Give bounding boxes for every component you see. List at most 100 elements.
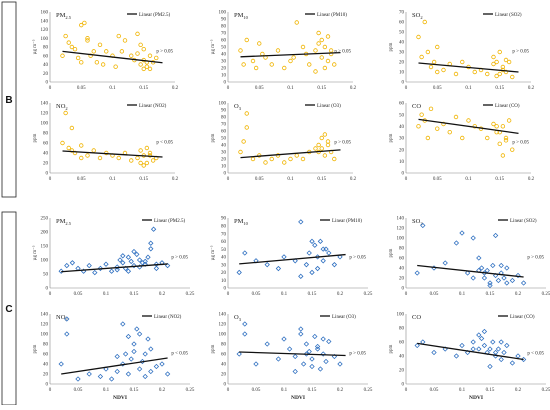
y-tick-label: 0 <box>46 383 49 388</box>
y-axis-label: ppm <box>211 133 216 142</box>
x-tick-label: 0.15 <box>308 292 317 297</box>
legend-label: Linear (PM2.5) <box>139 13 170 18</box>
data-point <box>428 64 434 70</box>
chart-title-sub: 10 <box>243 221 248 226</box>
data-point <box>515 353 521 359</box>
data-point <box>504 280 510 286</box>
data-point <box>314 254 321 260</box>
data-point <box>422 19 427 25</box>
data-point <box>138 148 143 153</box>
data-point <box>306 250 312 256</box>
y-tick-label: 20 <box>221 67 227 72</box>
x-tick-label: 0.15 <box>486 388 495 393</box>
x-tick-label: 0.1 <box>459 292 466 297</box>
chart-title: PM2.5 <box>56 218 72 226</box>
data-point <box>298 219 304 225</box>
data-point <box>131 341 137 347</box>
data-point <box>476 346 482 352</box>
x-tick-label: 0.15 <box>139 86 148 91</box>
x-axis-label: NDVI <box>113 395 127 401</box>
x-tick-label: 0 <box>405 177 408 182</box>
chart-title: CO <box>412 314 421 321</box>
chart-title-sub: 2 <box>65 317 67 322</box>
chart-title-main: PM <box>56 218 66 225</box>
x-tick-label: 0.15 <box>486 292 495 297</box>
y-axis-label: µg m⁻³ <box>32 245 38 260</box>
data-point <box>135 155 140 161</box>
data-point <box>470 275 476 281</box>
chart-title: CO <box>412 103 421 110</box>
y-tick-label: 120 <box>397 227 405 232</box>
x-tick-label: 0 <box>49 86 52 91</box>
data-point <box>319 37 324 43</box>
data-point <box>135 31 140 37</box>
x-tick-label: 0.05 <box>77 86 86 91</box>
trend-line <box>61 263 168 273</box>
data-point <box>481 342 488 349</box>
data-point <box>510 74 515 80</box>
legend-label: Linear (SO2) <box>510 219 537 224</box>
data-point <box>134 326 140 332</box>
p-value-label: p > 0.05 <box>334 141 351 146</box>
y-tick-label: 80 <box>43 132 49 137</box>
y-axis-label: µg m⁻³ <box>210 39 216 54</box>
data-point <box>313 69 318 74</box>
y-tick-label: 90 <box>221 109 227 114</box>
data-point <box>313 146 318 151</box>
y-tick-label: 60 <box>221 130 227 135</box>
x-tick-label: 0.1 <box>281 292 288 297</box>
data-point <box>313 48 318 53</box>
data-point <box>136 366 143 372</box>
data-point <box>501 275 507 281</box>
y-tick-label: 60 <box>43 353 49 358</box>
chart-8: 0 10 20 30 40 50 60 70 80 90 0 0.05 0.1 0.15 0.2 0.25 µg… <box>210 217 373 297</box>
y-axis-label: ppm <box>389 42 394 51</box>
x-tick-label: 0.2 <box>528 86 535 91</box>
y-tick-label: 100 <box>397 237 405 242</box>
data-point <box>314 343 321 350</box>
data-point <box>453 71 459 77</box>
legend-label: Linear (O3) <box>317 104 341 109</box>
data-point <box>509 277 516 284</box>
data-point <box>85 153 90 158</box>
x-tick-label: 0.15 <box>130 388 139 393</box>
data-point <box>147 150 153 156</box>
y-tick-label: 40 <box>43 152 49 157</box>
data-point <box>113 64 118 69</box>
data-point <box>497 49 502 55</box>
y-tick-label: 20 <box>399 61 405 66</box>
chart-title: PM2.5 <box>56 12 72 20</box>
x-tick-label: 0.2 <box>515 292 522 297</box>
y-tick-label: 10 <box>399 71 405 76</box>
data-point <box>459 230 465 236</box>
data-point <box>453 240 460 246</box>
x-tick-label: 0.05 <box>252 292 261 297</box>
data-point <box>120 253 126 259</box>
y-tick-label: 20 <box>399 369 405 374</box>
y-tick-label: 0 <box>402 383 405 388</box>
y-tick-label: 30 <box>221 263 227 268</box>
data-point <box>317 366 324 372</box>
data-point <box>275 265 282 272</box>
data-point <box>470 235 476 241</box>
y-tick-label: 10 <box>221 279 227 284</box>
data-point <box>69 148 75 153</box>
data-point <box>286 346 293 352</box>
x-tick-label: 0.2 <box>172 86 179 91</box>
y-tick-label: 10 <box>399 160 405 165</box>
x-tick-label: 0.2 <box>528 177 535 182</box>
data-point <box>125 371 132 377</box>
data-point <box>242 331 248 337</box>
data-point <box>144 145 150 151</box>
data-point <box>303 341 310 347</box>
data-point <box>490 262 496 269</box>
x-tick-label: 0.1 <box>465 86 472 91</box>
chart-title: NO2 <box>56 314 68 322</box>
data-point <box>460 135 465 141</box>
x-tick-label: 0.1 <box>287 177 294 182</box>
y-tick-label: 40 <box>399 41 405 46</box>
x-tick-label: 0.15 <box>495 86 504 91</box>
data-point <box>64 262 70 269</box>
y-tick-label: 50 <box>221 248 227 253</box>
data-point <box>60 140 65 146</box>
